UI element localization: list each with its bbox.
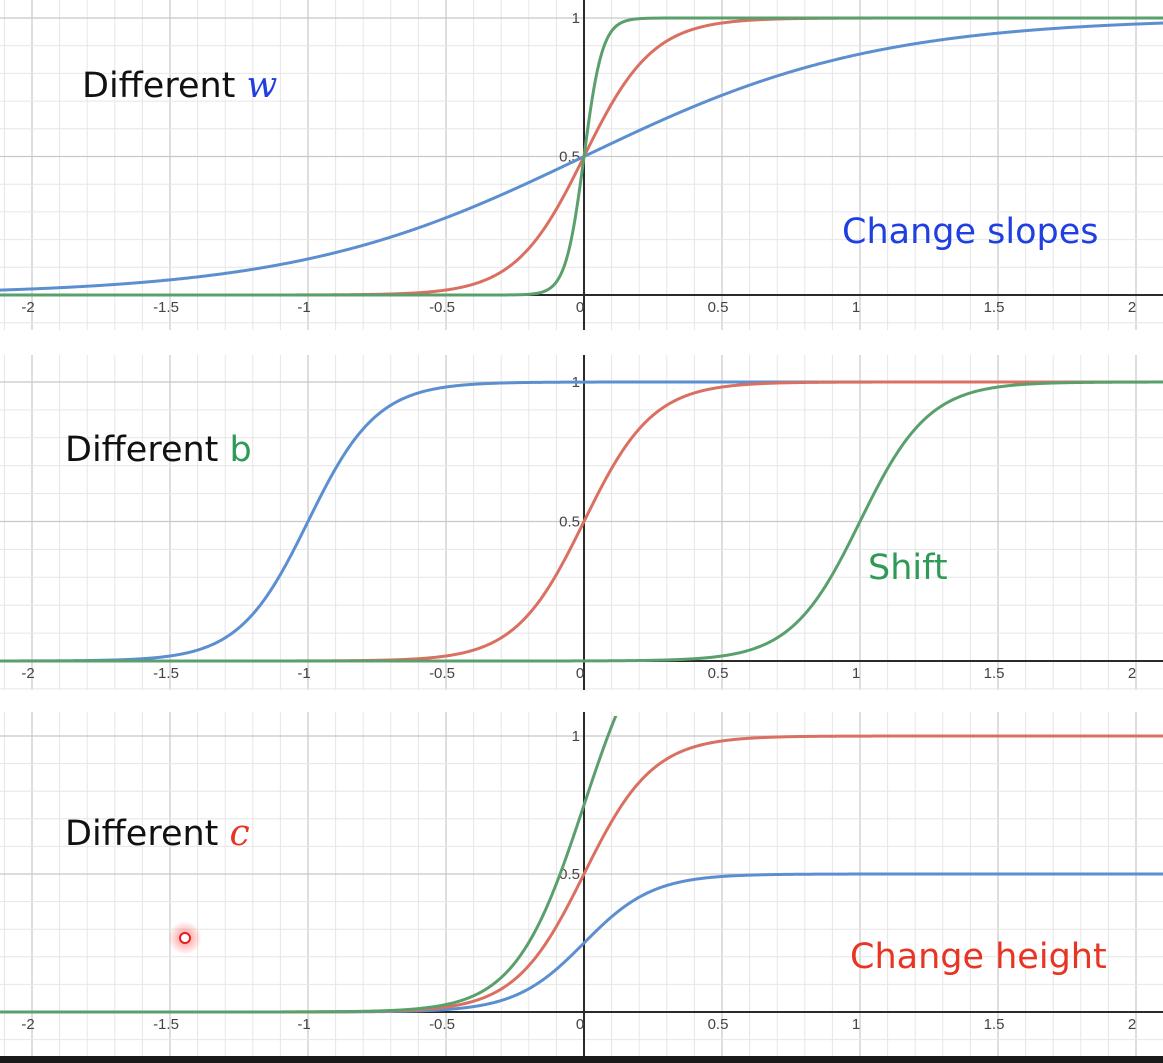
annotation-variable: b: [229, 430, 252, 470]
series-line-green: [0, 716, 618, 1014]
series-line-green: [0, 380, 1163, 663]
x-tick-label: -0.5: [429, 299, 455, 316]
x-tick-label: 2: [1128, 299, 1136, 316]
x-tick-label: 0.5: [708, 665, 729, 682]
cursor-highlight-icon: [168, 921, 202, 955]
chart-note: Shift: [868, 548, 948, 588]
x-tick-label: 0: [576, 299, 584, 316]
x-tick-label: 0.5: [708, 1016, 729, 1033]
x-tick-label: -0.5: [429, 1016, 455, 1033]
x-tick-label: 0: [576, 1016, 584, 1033]
x-tick-label: -1.5: [153, 299, 179, 316]
chart-panel-different-c: -2 -1.5 -1 -0.5 0 0.5 1 1.5 2 1 0.5 Different c Ch…: [0, 712, 1163, 1056]
chart-canvas: -2 -1.5 -1 -0.5 0 0.5 1 1.5 2 1 0.5: [0, 712, 1163, 1056]
series-line-green: [0, 16, 1163, 297]
chart-canvas: -2 -1.5 -1 -0.5 0 0.5 1 1.5 210.5: [0, 355, 1163, 690]
x-tick-label: -1: [297, 665, 310, 682]
x-tick-label: -2: [21, 665, 34, 682]
y-tick-label: 1: [572, 728, 580, 745]
chart-annotation-label: Different w: [82, 68, 277, 104]
x-tick-label: -0.5: [429, 665, 455, 682]
chart-canvas: -2 -1.5 -1 -0.5 0 0.5 1 1.5 210.5: [0, 0, 1163, 330]
x-tick-label: 1: [852, 665, 860, 682]
bottom-border: [0, 1056, 1163, 1063]
x-tick-label: -1: [297, 1016, 310, 1033]
x-tick-label: -1.5: [153, 665, 179, 682]
annotation-text: Different: [82, 66, 247, 106]
series-line-blue: [0, 21, 1163, 292]
chart-panel-different-w: -2 -1.5 -1 -0.5 0 0.5 1 1.5 2 1 0.5 Different w Ch…: [0, 0, 1163, 330]
x-tick-label: -1: [297, 299, 310, 316]
x-tick-label: 1.5: [984, 665, 1005, 682]
y-tick-label: 0.5: [559, 866, 580, 883]
x-tick-label: 1.5: [984, 299, 1005, 316]
x-tick-label: 0: [576, 665, 584, 682]
x-tick-label: -2: [21, 1016, 34, 1033]
y-tick-label: 1: [572, 10, 580, 27]
chart-panel-different-b: -2 -1.5 -1 -0.5 0 0.5 1 1.5 2 1 0.5 Different b Sh…: [0, 355, 1163, 690]
x-tick-label: 1.5: [984, 1016, 1005, 1033]
annotation-variable: w: [246, 65, 278, 106]
annotation-text: Different: [65, 430, 230, 470]
x-tick-label: -2: [21, 299, 34, 316]
x-tick-label: 1: [852, 299, 860, 316]
chart-note: Change slopes: [842, 212, 1099, 252]
chart-annotation-label: Different b: [65, 433, 252, 468]
annotation-text: Different: [65, 814, 230, 854]
chart-note: Change height: [850, 937, 1107, 977]
x-tick-label: 2: [1128, 1016, 1136, 1033]
y-tick-label: 0.5: [559, 514, 580, 531]
x-tick-label: 0.5: [708, 299, 729, 316]
x-tick-label: 2: [1128, 665, 1136, 682]
annotation-variable: c: [229, 813, 250, 854]
x-tick-label: 1: [852, 1016, 860, 1033]
chart-annotation-label: Different c: [65, 816, 250, 852]
x-tick-label: -1.5: [153, 1016, 179, 1033]
